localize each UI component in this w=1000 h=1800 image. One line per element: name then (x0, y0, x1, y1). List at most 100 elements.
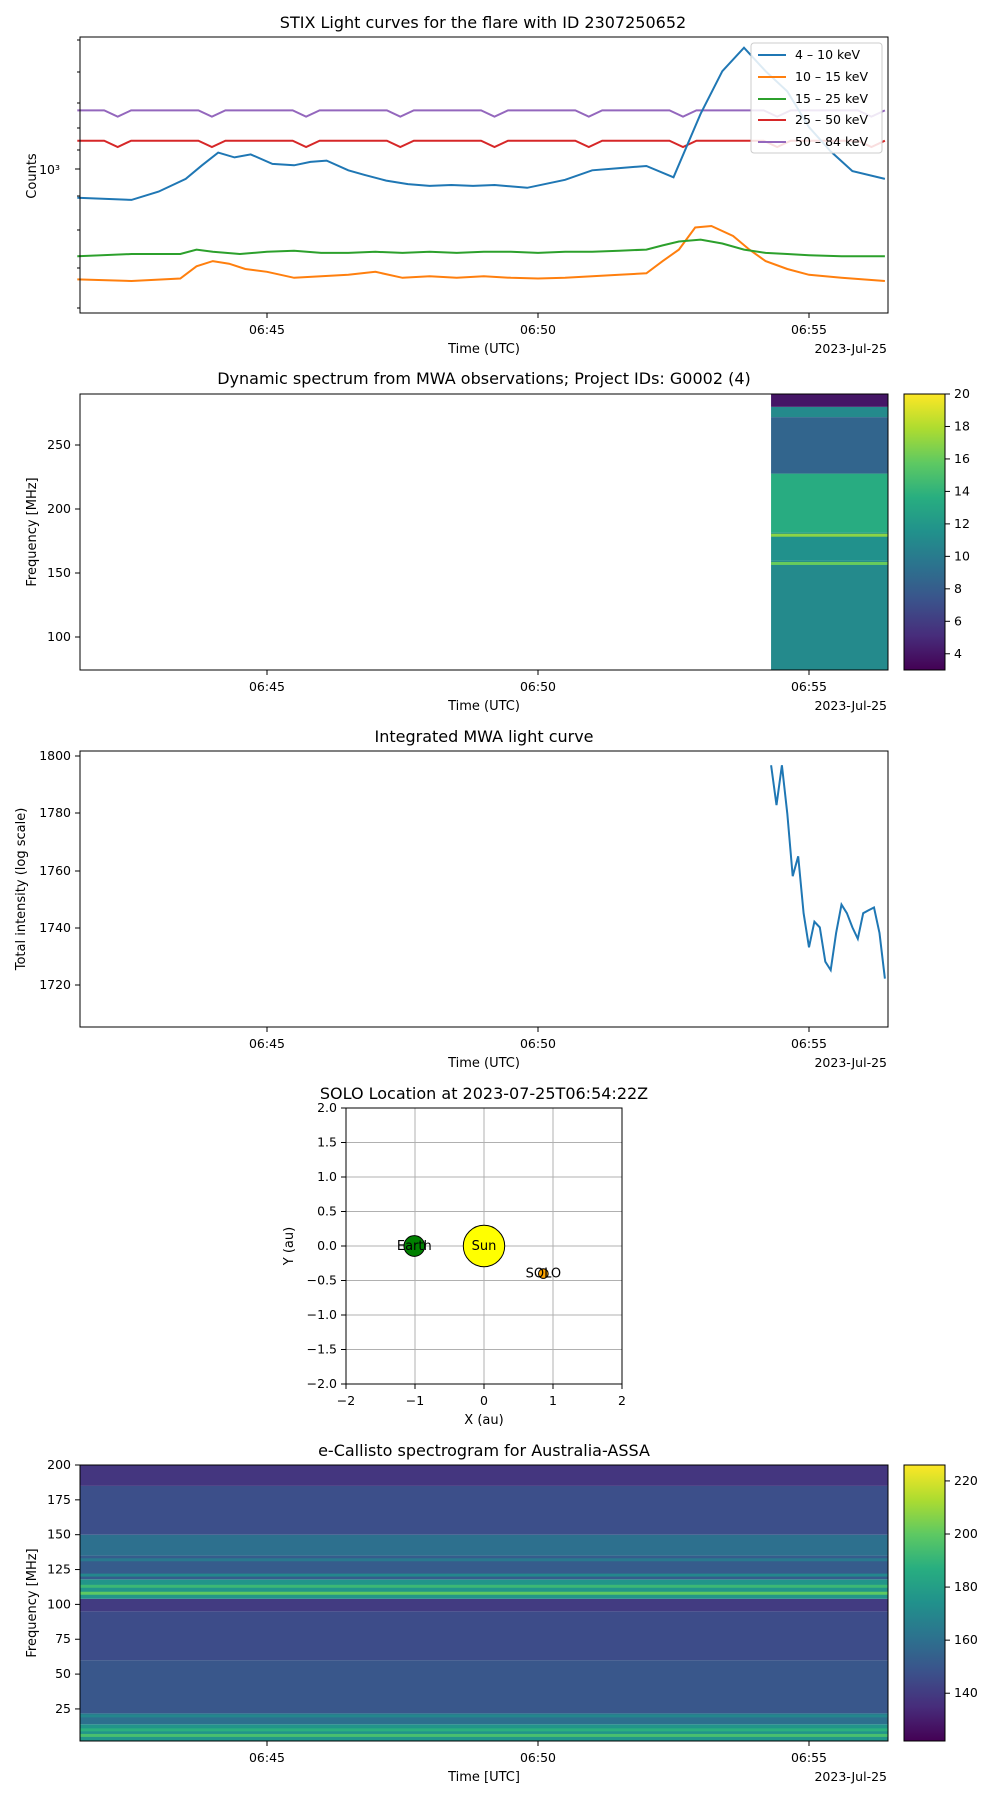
mwa-cbar-ticklabel-3: 10 (954, 548, 970, 563)
solo-xtick-2: 2 (618, 1393, 626, 1408)
callisto-ytick-200: 200 (47, 1457, 71, 1472)
callisto-ytick-25: 25 (55, 1701, 71, 1716)
callisto-xtick-0645: 06:45 (249, 1750, 285, 1765)
mwa-spectrum-ytick-200: 200 (47, 501, 71, 516)
mwa-lc-line (770, 765, 886, 979)
solo-ytick-m1.5: −1.5 (307, 1342, 337, 1357)
mwa-lc-xlabel: Time (UTC) (447, 1056, 520, 1071)
callisto-xtick-marks (266, 1741, 810, 1746)
legend-label-10-15: 10 – 15 keV (795, 69, 868, 84)
solo-location-panel: SOLO Location at 2023-07-25T06:54:22Z Y … (282, 1084, 648, 1428)
mwa-lc-title: Integrated MWA light curve (374, 727, 593, 746)
solo-xtick-m2: −2 (337, 1393, 355, 1408)
stix-xtick-0645: 06:45 (249, 322, 285, 337)
callisto-band-0 (80, 1724, 888, 1741)
mwa-cbar-ticklabel-0: 4 (954, 646, 962, 661)
callisto-xtick-0650: 06:50 (520, 1750, 556, 1765)
mwa-cbar-ticklabel-5: 14 (954, 483, 970, 498)
solo-title: SOLO Location at 2023-07-25T06:54:22Z (320, 1084, 648, 1103)
mwa-lc-ytick-1800: 1800 (39, 748, 71, 763)
stix-series-lines (77, 46, 886, 283)
mwa-lc-ytick-1760: 1760 (39, 863, 71, 878)
solo-ytick-m1.0: −1.0 (307, 1307, 337, 1322)
solo-xtick-m1: −1 (406, 1393, 424, 1408)
mwa-spectrum-band-5 (771, 394, 888, 407)
stix-light-curve-panel: STIX Light curves for the flare with ID … (25, 13, 889, 357)
callisto-line-0 (80, 1733, 888, 1737)
mwa-lc-ytick-1740: 1740 (39, 920, 71, 935)
stix-axes-frame (79, 36, 889, 314)
callisto-cbar-ticklabel-0: 140 (954, 1685, 978, 1700)
legend-label-4-10: 4 – 10 keV (795, 47, 861, 62)
sun-label: Sun (472, 1239, 497, 1254)
stix-series-line-2 (77, 238, 885, 258)
callisto-date-label: 2023-Jul-25 (814, 1769, 887, 1784)
solo-ytick-1.0: 1.0 (317, 1169, 337, 1184)
callisto-ytick-125: 125 (47, 1562, 71, 1577)
mwa-spectrum-band-3 (771, 417, 888, 474)
solo-ytick-0.5: 0.5 (317, 1204, 337, 1219)
mwa-colorbar-frame (903, 393, 946, 671)
mwa-spectrum-ytick-100: 100 (47, 629, 71, 644)
callisto-band-2 (80, 1660, 888, 1714)
solo-label: SOLO (526, 1267, 562, 1282)
mwa-spectrum-line-0 (771, 533, 888, 537)
mwa-lc-series (770, 765, 886, 979)
callisto-band-3 (80, 1611, 888, 1661)
callisto-line-1 (80, 1728, 888, 1732)
mwa-cbar-ticklabel-2: 8 (954, 581, 962, 596)
callisto-band-7 (80, 1534, 888, 1556)
callisto-line-5 (80, 1573, 888, 1577)
mwa-lc-xtick-0650: 06:50 (520, 1036, 556, 1051)
solo-xtick-1: 1 (549, 1393, 557, 1408)
mwa-spectrum-title: Dynamic spectrum from MWA observations; … (217, 369, 751, 388)
callisto-ytick-75: 75 (55, 1631, 71, 1646)
stix-title: STIX Light curves for the flare with ID … (280, 13, 686, 32)
mwa-cbar-ticklabel-7: 18 (954, 418, 970, 433)
callisto-line-6 (80, 1558, 888, 1562)
callisto-ytick-100: 100 (47, 1596, 71, 1611)
mwa-lc-ytick-1720: 1720 (39, 977, 71, 992)
mwa-spectrum-xtick-0655: 06:55 (791, 679, 827, 694)
earth-label: Earth (397, 1239, 432, 1254)
callisto-colorbar-gradient (904, 1465, 945, 1741)
callisto-colorbar: 140 160 180 200 220 (903, 1464, 978, 1742)
callisto-cbar-ticklabel-4: 220 (954, 1473, 978, 1488)
solo-marker (538, 1268, 549, 1279)
mwa-colorbar-ticks: 4 6 8 10 12 14 16 18 20 (945, 386, 970, 661)
callisto-ytick-50: 50 (55, 1666, 71, 1681)
mwa-spectrum-xtick-0650: 06:50 (520, 679, 556, 694)
callisto-cbar-ticklabel-2: 180 (954, 1579, 978, 1594)
mwa-lc-xtick-0655: 06:55 (791, 1036, 827, 1051)
solo-ytick-m2.0: −2.0 (307, 1376, 337, 1391)
callisto-band-8 (80, 1485, 888, 1535)
solo-ytick-1.5: 1.5 (317, 1135, 337, 1150)
mwa-spectrum-band-0 (771, 560, 888, 670)
callisto-colorbar-frame (903, 1464, 946, 1742)
legend-label-15-25: 15 – 25 keV (795, 91, 868, 106)
mwa-spectrum-image (771, 394, 888, 670)
stix-ytick-label: 10³ (39, 162, 60, 177)
mwa-spectrum-line-1 (771, 561, 888, 565)
callisto-line-2 (80, 1714, 888, 1718)
mwa-integrated-panel: Integrated MWA light curve Total intensi… (14, 727, 889, 1071)
mwa-spectrum-axes-frame (79, 393, 889, 671)
mwa-lc-ylabel: Total intensity (log scale) (14, 808, 29, 972)
mwa-lc-ytick-1780: 1780 (39, 805, 71, 820)
legend-label-25-50: 25 – 50 keV (795, 112, 868, 127)
stix-legend: 4 – 10 keV 10 – 15 keV 15 – 25 keV 25 – … (750, 42, 883, 154)
stix-date-label: 2023-Jul-25 (814, 341, 887, 356)
callisto-panel: e-Callisto spectrogram for Australia-ASS… (25, 1441, 978, 1785)
mwa-colorbar-gradient (904, 394, 945, 670)
callisto-line-4 (80, 1584, 888, 1588)
mwa-lc-date-label: 2023-Jul-25 (814, 1055, 887, 1070)
stix-series-line-1 (77, 224, 885, 283)
stix-ylabel: Counts (25, 153, 40, 199)
solo-ylabel: Y (au) (282, 1227, 297, 1266)
stix-series-line-4 (77, 109, 886, 118)
callisto-title: e-Callisto spectrogram for Australia-ASS… (318, 1441, 650, 1460)
mwa-lc-tick-marks (75, 755, 810, 1032)
stix-xtick-0655: 06:55 (791, 322, 827, 337)
mwa-spectrum-date-label: 2023-Jul-25 (814, 698, 887, 713)
